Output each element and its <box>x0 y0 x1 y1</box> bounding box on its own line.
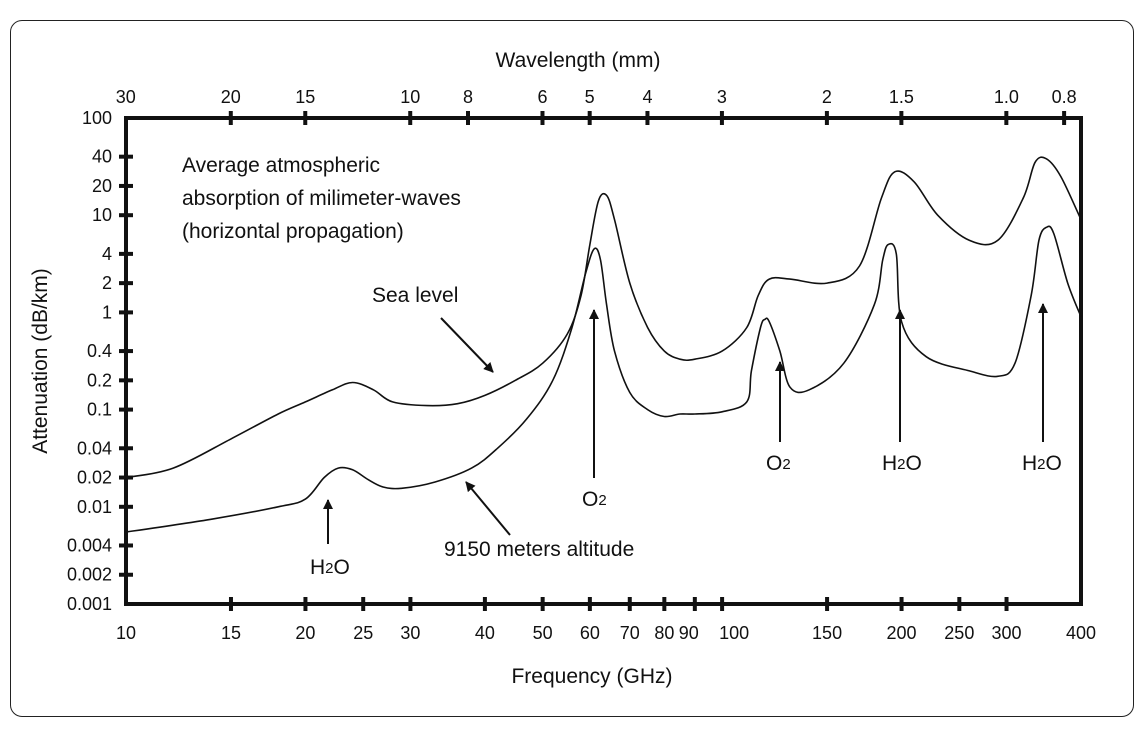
y-tick-label: 1 <box>102 302 112 322</box>
x-tick-label: 80 <box>654 623 674 643</box>
chart-frame <box>10 20 1134 717</box>
x2-tick-label: 1.5 <box>889 87 914 107</box>
x-tick-label: 15 <box>221 623 241 643</box>
x2-tick-label: 30 <box>116 87 136 107</box>
x2-tick-label: 5 <box>585 87 595 107</box>
peak-label: O2 <box>766 452 791 475</box>
y-tick-label: 0.4 <box>87 341 112 361</box>
y-tick-label: 2 <box>102 273 112 293</box>
description-line-3: (horizontal propagation) <box>182 220 404 243</box>
x-tick-label: 250 <box>944 623 974 643</box>
peak-annotation-h2o-183: H2O <box>882 309 922 475</box>
x-tick-label: 90 <box>679 623 699 643</box>
description-line-2: absorption of milimeter-waves <box>182 187 461 210</box>
x2-tick-label: 0.8 <box>1052 87 1077 107</box>
y-tick-label: 0.04 <box>77 438 112 458</box>
y-tick-label: 0.2 <box>87 370 112 390</box>
series-lines <box>125 156 1082 533</box>
x2-tick-label: 2 <box>822 87 832 107</box>
x2-tick-label: 15 <box>295 87 315 107</box>
y-tick-label: 4 <box>102 244 112 264</box>
x-tick-label: 10 <box>116 623 136 643</box>
description-line-1: Average atmospheric <box>182 154 380 177</box>
y-tick-label: 0.1 <box>87 400 112 420</box>
x2-axis-title: Wavelength (mm) <box>496 49 661 72</box>
x2-tick-label: 1.0 <box>994 87 1019 107</box>
x2-tick-label: 3 <box>717 87 727 107</box>
plot-area-border <box>124 116 1083 606</box>
x2-tick-label: 4 <box>642 87 652 107</box>
x2-axis-ticks: 30 20 15 10 8 6 5 4 3 2 1.5 1.0 0.8 <box>116 87 1077 125</box>
peak-label: H2O <box>1022 452 1062 475</box>
peak-label: O2 <box>582 488 607 511</box>
x-axis-ticks: 10 15 20 25 30 40 50 60 70 80 90 100 150 200 250 300 400 <box>116 597 1096 643</box>
x-tick-label: 25 <box>353 623 373 643</box>
y-tick-label: 0.02 <box>77 468 112 488</box>
sea-level-label: Sea level <box>372 284 458 307</box>
y-tick-label: 0.01 <box>77 497 112 517</box>
y-axis-ticks: 0.001 0.002 0.004 0.01 0.02 0.04 0.1 0.2 0.4 1 2 4 1… <box>67 108 133 614</box>
x-tick-label: 70 <box>620 623 640 643</box>
y-axis-title: Attenuation (dB/km) <box>29 268 52 454</box>
x-tick-label: 200 <box>887 623 917 643</box>
x2-tick-label: 20 <box>221 87 241 107</box>
x-tick-label: 20 <box>295 623 315 643</box>
peak-annotation-o2-60: O2 <box>582 309 607 511</box>
y-tick-label: 0.002 <box>67 565 112 585</box>
x2-tick-label: 10 <box>400 87 420 107</box>
y-tick-label: 20 <box>92 176 112 196</box>
y-tick-label: 40 <box>92 147 112 167</box>
peak-annotation-h2o-325: H2O <box>1022 303 1062 475</box>
x2-tick-label: 8 <box>463 87 473 107</box>
altitude-arrow <box>465 481 511 536</box>
y-tick-label: 0.004 <box>67 535 112 555</box>
x2-tick-label: 6 <box>537 87 547 107</box>
x-tick-label: 60 <box>580 623 600 643</box>
x-axis-title: Frequency (GHz) <box>511 665 672 688</box>
x-tick-label: 30 <box>400 623 420 643</box>
y-tick-label: 100 <box>82 108 112 128</box>
x-tick-label: 100 <box>719 623 749 643</box>
altitude-9150m-curve <box>125 225 1082 533</box>
peak-label: H2O <box>310 556 350 579</box>
y-tick-label: 10 <box>92 205 112 225</box>
y-tick-label: 0.001 <box>67 594 112 614</box>
x-tick-label: 300 <box>991 623 1021 643</box>
x-tick-label: 50 <box>533 623 553 643</box>
peak-label: H2O <box>882 452 922 475</box>
altitude-label: 9150 meters altitude <box>444 538 634 561</box>
sea-level-curve <box>125 156 1082 479</box>
x-tick-label: 400 <box>1066 623 1096 643</box>
peak-annotation-h2o-22: H2O <box>310 499 350 579</box>
x-tick-label: 40 <box>475 623 495 643</box>
x-tick-label: 150 <box>812 623 842 643</box>
sea-level-arrow <box>440 317 494 373</box>
peak-annotation-o2-118: O2 <box>766 361 791 475</box>
